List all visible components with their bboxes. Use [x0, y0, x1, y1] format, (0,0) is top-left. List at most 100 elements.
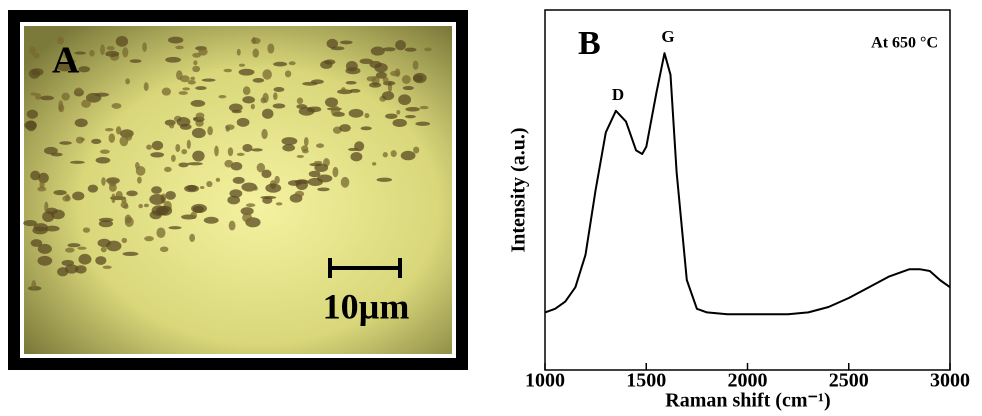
- texture-blob: [252, 78, 265, 83]
- texture-blob: [38, 172, 49, 184]
- texture-blob: [253, 186, 258, 191]
- texture-blob: [121, 237, 128, 243]
- texture-blob: [228, 220, 236, 231]
- texture-blob: [24, 120, 37, 130]
- texture-blob: [242, 96, 256, 104]
- texture-blob: [400, 150, 416, 161]
- texture-blob: [168, 226, 182, 230]
- texture-blob: [396, 109, 401, 115]
- panel-label: B: [578, 25, 601, 62]
- texture-blob: [192, 65, 201, 73]
- texture-blob: [89, 49, 95, 57]
- texture-blob: [124, 214, 132, 224]
- texture-blob: [232, 176, 245, 184]
- texture-blob: [275, 202, 283, 206]
- texture-blob: [81, 99, 91, 108]
- texture-blob: [350, 152, 363, 162]
- texture-blob: [94, 92, 109, 97]
- texture-blob: [236, 152, 245, 157]
- texture-blob: [340, 176, 350, 188]
- texture-blob: [413, 146, 420, 154]
- texture-blob: [44, 201, 49, 213]
- texture-blob: [404, 115, 416, 119]
- texture-blob: [251, 148, 263, 152]
- texture-blob: [303, 137, 309, 147]
- texture-blob: [159, 246, 169, 253]
- texture-blob: [236, 117, 250, 127]
- texture-blob: [115, 126, 122, 135]
- texture-blob: [75, 136, 84, 144]
- texture-blob: [122, 251, 139, 256]
- texture-blob: [192, 150, 205, 162]
- texture-blob: [75, 265, 87, 274]
- texture-blob: [95, 156, 111, 164]
- texture-blob: [146, 144, 152, 150]
- texture-blob: [179, 75, 190, 83]
- texture-blob: [29, 46, 36, 55]
- texture-blob: [61, 92, 70, 101]
- texture-blob: [238, 63, 246, 67]
- texture-blob: [260, 97, 267, 104]
- texture-blob: [111, 103, 122, 109]
- texture-blob: [242, 212, 253, 223]
- texture-blob: [206, 180, 213, 188]
- texture-blob: [381, 91, 395, 101]
- texture-blob: [295, 179, 308, 191]
- texture-blob: [102, 265, 112, 269]
- texture-blob: [382, 77, 389, 83]
- texture-blob: [341, 87, 346, 92]
- texture-blob: [325, 97, 339, 108]
- texture-blob: [236, 48, 241, 56]
- texture-blob: [56, 62, 73, 72]
- texture-blob: [404, 47, 417, 52]
- texture-blob: [242, 86, 251, 96]
- texture-blob: [161, 87, 172, 96]
- texture-blob: [402, 85, 414, 91]
- texture-blob: [223, 68, 233, 73]
- texture-blob: [111, 193, 116, 204]
- peak-label: D: [612, 85, 624, 104]
- scale-bar-label: 10µm: [323, 286, 410, 326]
- texture-blob: [57, 267, 69, 277]
- texture-blob: [169, 123, 175, 129]
- texture-blob: [252, 48, 260, 58]
- texture-blob: [51, 209, 65, 220]
- texture-blob: [67, 243, 81, 248]
- x-tick-label: 2000: [728, 370, 768, 392]
- texture-blob: [359, 58, 373, 64]
- texture-blob: [347, 147, 359, 152]
- texture-blob: [100, 44, 105, 56]
- texture-blob: [339, 124, 351, 132]
- texture-blob: [35, 93, 42, 100]
- texture-blob: [78, 66, 90, 73]
- texture-blob: [317, 174, 333, 183]
- texture-blob: [37, 243, 52, 254]
- texture-blob: [330, 105, 341, 117]
- texture-blob: [375, 71, 387, 79]
- texture-blob: [207, 126, 213, 136]
- texture-blob: [192, 52, 201, 58]
- texture-blob: [229, 189, 243, 198]
- texture-blob: [43, 146, 58, 155]
- texture-blob: [62, 195, 71, 202]
- texture-blob: [250, 103, 255, 110]
- texture-blob: [392, 118, 407, 128]
- texture-blob: [274, 175, 280, 184]
- texture-blob: [101, 177, 106, 186]
- texture-blob: [348, 108, 364, 118]
- texture-blob: [30, 92, 37, 96]
- texture-blob: [326, 38, 339, 49]
- texture-blob: [419, 105, 429, 110]
- texture-blob: [218, 94, 227, 99]
- texture-blob: [87, 184, 99, 193]
- y-axis-label: Intensity (a.u.): [508, 127, 530, 252]
- texture-blob: [245, 203, 256, 208]
- texture-blob: [39, 180, 45, 189]
- texture-blob: [372, 162, 377, 166]
- texture-blob: [99, 149, 110, 154]
- texture-blob: [230, 161, 243, 171]
- texture-blob: [345, 81, 357, 85]
- texture-blob: [69, 160, 85, 164]
- texture-blob: [231, 109, 242, 114]
- texture-blob: [261, 169, 272, 179]
